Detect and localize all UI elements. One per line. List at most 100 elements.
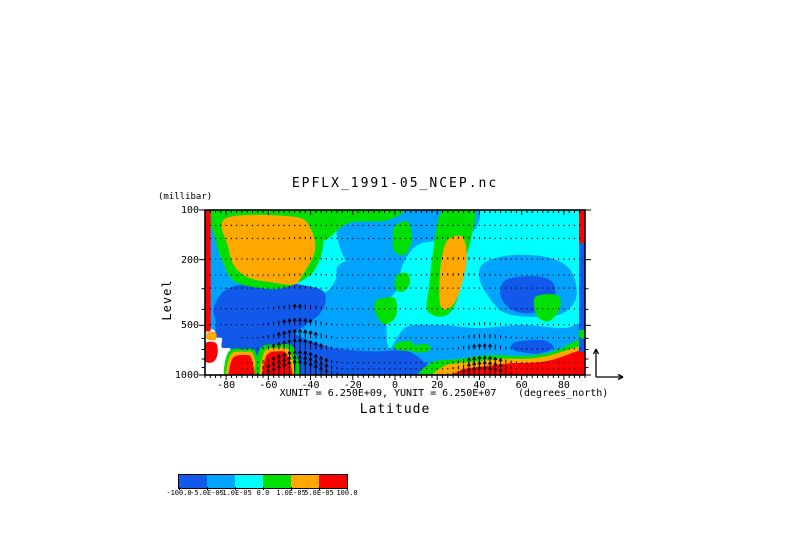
colorbar-segment (179, 475, 207, 488)
vector-arrowhead (294, 338, 297, 343)
vector-arrowhead (267, 369, 271, 373)
contour-region-green (579, 330, 585, 339)
colorbar-tick (263, 487, 264, 490)
vector-arrowhead (484, 343, 487, 347)
vector-arrowhead (484, 360, 487, 365)
key-up-arrowhead (595, 348, 600, 355)
colorbar-segments (178, 474, 348, 489)
y-tick-label: 500 (180, 320, 199, 332)
y-tick-label: 1000 (174, 370, 199, 381)
colorbar-label: 100.0 (336, 489, 358, 497)
vector-arrowhead (273, 367, 276, 371)
vector-arrowhead (315, 359, 318, 363)
vector-arrowhead (310, 362, 313, 366)
vector-arrowhead (299, 355, 303, 359)
vector-arrowhead (500, 358, 503, 362)
colorbar-segment (235, 475, 263, 488)
units-annotation: XUNIT = 6.250E+09, YUNIT = 6.250E+07 (279, 388, 497, 399)
y-tick-label: 200 (180, 254, 199, 266)
vector-arrowhead (294, 359, 297, 364)
vector-arrowhead (320, 356, 324, 360)
contour-region-green (409, 344, 432, 353)
vector-arrowhead (315, 341, 318, 346)
vector-arrowhead (299, 303, 303, 308)
vector-arrowhead (479, 355, 482, 360)
vector-arrowhead (473, 366, 477, 371)
vector-arrowhead (283, 330, 287, 335)
contour-region-green (394, 272, 411, 292)
vector-arrowhead (325, 357, 329, 362)
vector-arrowhead (494, 367, 498, 371)
contour-region-orange (439, 235, 467, 310)
contour-region-blue_dark (511, 339, 554, 354)
vector-arrowhead (500, 363, 503, 368)
vector-arrowhead (304, 360, 308, 365)
vector-arrowhead (325, 368, 329, 373)
vector-arrowhead (484, 355, 487, 360)
vector-arrowhead (289, 360, 292, 365)
vector-arrowhead (489, 356, 493, 360)
vector-arrowhead (310, 340, 313, 344)
contour-region-red (579, 352, 585, 375)
vector-arrowhead (278, 364, 281, 369)
vector-arrowhead (273, 356, 276, 360)
contour-region-red (205, 341, 218, 363)
x-tick-label: -20 (343, 380, 362, 391)
vector-arrowhead (304, 339, 308, 343)
key-right-arrowhead (617, 373, 624, 378)
key-up-arrowhead (592, 348, 597, 355)
colorbar-label: -100.0 (166, 489, 192, 497)
vector-arrowhead (473, 344, 477, 348)
vector-arrowhead (468, 363, 471, 367)
vector-arrowhead (289, 329, 292, 334)
vector-arrowhead (278, 359, 281, 364)
vector-arrowhead (304, 356, 308, 360)
vector-arrowhead (299, 317, 303, 322)
vector-arrowhead (294, 317, 297, 322)
colorbar-segment (207, 475, 235, 488)
vector-arrowhead (494, 356, 498, 361)
vector-arrowhead (273, 362, 276, 366)
vector-arrowhead (500, 368, 503, 373)
contour-plot (199, 209, 624, 381)
vector-arrowhead (289, 339, 292, 343)
chart-title: EPFLX_1991-05_NCEP.nc (291, 176, 499, 191)
vector-arrowhead (273, 343, 276, 348)
vector-arrowhead (299, 338, 303, 343)
vector-arrowhead (489, 343, 493, 348)
colorbar-tick (347, 487, 348, 490)
contour-region-orange (206, 331, 217, 341)
colorbar: -100.0 -5.0E-05 -1.0E-05 0.0 1.0E-05 5.0E-05 1… (166, 474, 378, 500)
x-tick-label: -80 (217, 380, 236, 391)
vector-arrowhead (304, 350, 308, 355)
vector-arrowhead (315, 354, 318, 358)
contour-region-red (228, 355, 255, 375)
contour-region-green (394, 340, 415, 351)
vector-arrowhead (320, 366, 324, 371)
vector-arrowhead (325, 363, 329, 368)
vector-arrowhead (468, 368, 471, 372)
colorbar-tick (319, 487, 320, 490)
vector-arrowhead (283, 319, 287, 323)
vector-arrowhead (304, 329, 308, 334)
colorbar-segment (291, 475, 319, 488)
colorbar-tick (291, 487, 292, 490)
axis-ticks (199, 209, 591, 380)
vector-arrowhead (479, 361, 482, 365)
vector-arrowhead (479, 365, 482, 370)
vector-arrowhead (315, 331, 318, 336)
y-tick-label: 100 (180, 205, 199, 216)
vector-arrowhead (468, 357, 471, 362)
vector-arrowhead (299, 359, 303, 364)
x-axis-label: Latitude (359, 402, 431, 417)
x-tick-label: 60 (515, 380, 528, 391)
vector-arrowhead (310, 330, 313, 335)
vector-arrowhead (283, 362, 287, 367)
vector-arrowhead (473, 356, 477, 360)
x-tick-label: 40 (473, 380, 486, 391)
vector-arrowhead (320, 343, 324, 347)
vector-arrowhead (278, 332, 281, 336)
y-axis-unit: (millibar) (158, 192, 213, 202)
colorbar-segment (263, 475, 291, 488)
